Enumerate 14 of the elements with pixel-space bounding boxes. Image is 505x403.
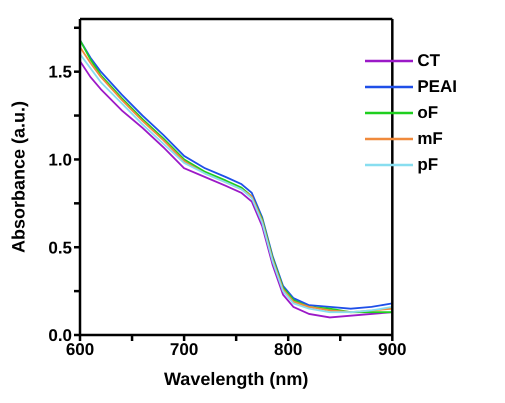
x-tick-label: 700	[170, 340, 198, 360]
x-tick-label: 800	[274, 340, 302, 360]
legend-label: PEAI	[417, 77, 457, 97]
legend-label: oF	[417, 103, 438, 123]
legend-label: pF	[417, 155, 438, 175]
y-axis-title: Absorbance (a.u.)	[8, 100, 28, 254]
y-tick-label: 1.5	[48, 62, 72, 82]
y-tick-label: 0.5	[48, 238, 72, 258]
legend-label: CT	[417, 51, 440, 71]
x-tick-label: 900	[378, 340, 406, 360]
x-tick-label: 600	[66, 340, 94, 360]
y-tick-label: 1.0	[48, 150, 72, 170]
legend-label: mF	[417, 129, 443, 149]
x-axis-title: Wavelength (nm)	[164, 369, 308, 389]
